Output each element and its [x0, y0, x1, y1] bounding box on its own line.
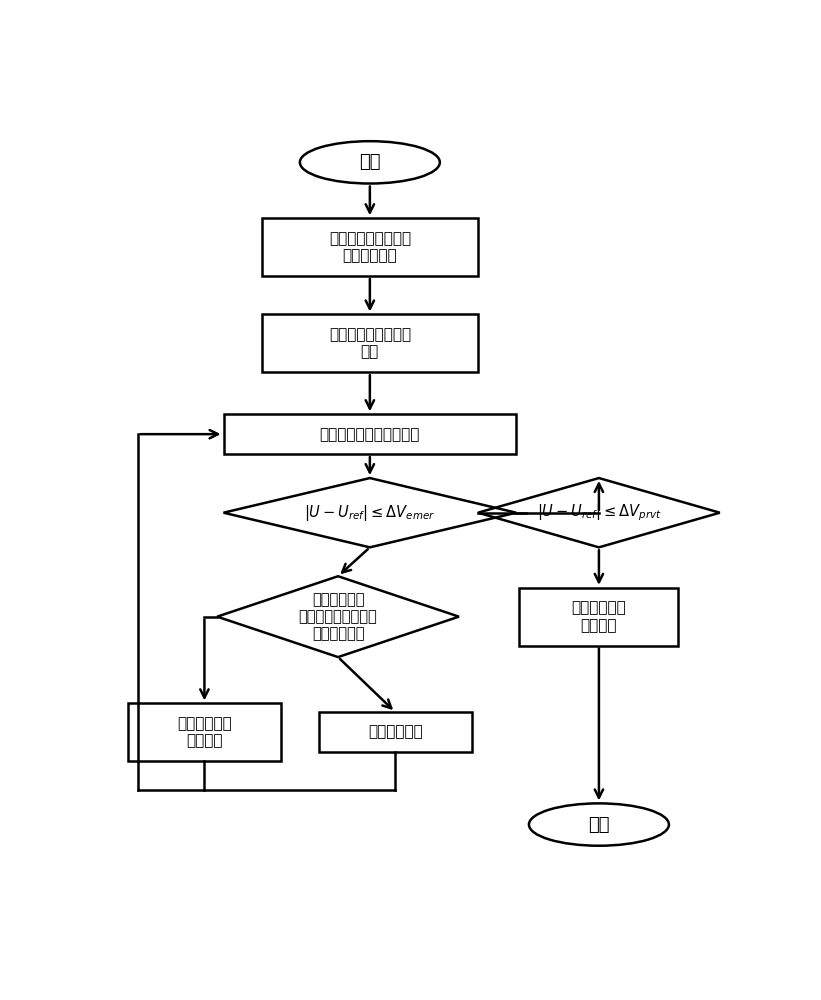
Text: 开始: 开始	[359, 153, 381, 171]
Text: 基于电压灵敏度进行
分区: 基于电压灵敏度进行 分区	[328, 327, 411, 360]
Bar	[520, 588, 678, 646]
Text: $|U-U_{ref}|\leq\Delta V_{prvt}$: $|U-U_{ref}|\leq\Delta V_{prvt}$	[536, 502, 662, 523]
Text: $|U-U_{ref}|\leq\Delta V_{emer}$: $|U-U_{ref}|\leq\Delta V_{emer}$	[305, 503, 435, 523]
Text: 获取各区域节点电压信息: 获取各区域节点电压信息	[319, 427, 420, 442]
Bar	[262, 314, 478, 372]
Text: 仅考虑区域内
无功和柔直控制量是
否满足要求？: 仅考虑区域内 无功和柔直控制量是 否满足要求？	[299, 592, 378, 642]
Text: 区域内预防性
电压控制: 区域内预防性 电压控制	[571, 600, 626, 633]
Bar	[128, 703, 281, 761]
Bar	[319, 712, 472, 752]
Text: 增加区域间无
功控制量: 增加区域间无 功控制量	[177, 716, 232, 748]
Text: 获取风电预测信息与
电网运行状态: 获取风电预测信息与 电网运行状态	[328, 231, 411, 263]
Text: 结束: 结束	[588, 816, 610, 834]
Bar	[223, 414, 516, 454]
Text: 紧急电压控制: 紧急电压控制	[368, 725, 423, 740]
Bar	[262, 218, 478, 276]
